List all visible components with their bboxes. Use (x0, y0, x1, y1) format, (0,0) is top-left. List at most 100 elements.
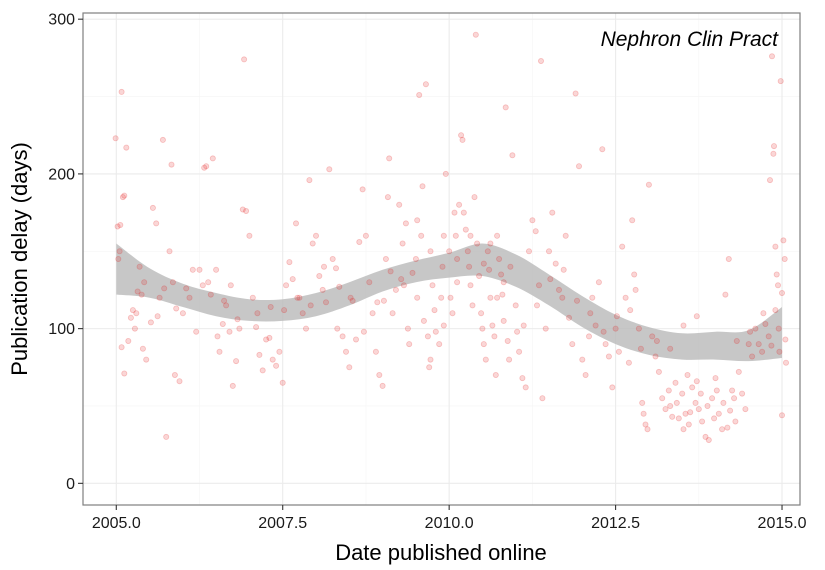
data-point (253, 324, 260, 331)
y-axis: 0 100 200 300 (48, 12, 83, 493)
data-point (269, 356, 276, 363)
data-point (534, 302, 541, 309)
data-point (582, 371, 589, 378)
data-point (693, 378, 700, 385)
data-point (360, 328, 367, 335)
y-tick-label: 200 (48, 166, 75, 183)
data-point (446, 248, 453, 255)
data-point (639, 399, 646, 406)
data-point (196, 266, 203, 273)
data-point (472, 31, 479, 38)
data-point (556, 286, 563, 293)
data-point (640, 410, 647, 417)
data-point (637, 345, 644, 352)
data-point (214, 333, 221, 340)
data-point (615, 348, 622, 355)
data-point (134, 288, 141, 295)
data-point (249, 294, 256, 301)
data-point (692, 399, 699, 406)
data-point (776, 348, 783, 355)
data-point (731, 395, 738, 402)
data-point (141, 279, 148, 286)
data-point (320, 263, 327, 270)
data-point (720, 399, 727, 406)
data-point (547, 276, 554, 283)
data-point (386, 155, 393, 162)
data-point (279, 379, 286, 386)
data-point (183, 285, 190, 292)
data-point (414, 217, 421, 224)
data-point (221, 297, 228, 304)
data-point (532, 228, 539, 235)
data-point (538, 58, 545, 65)
x-tick-label: 2012.5 (591, 515, 640, 532)
y-tick-label: 300 (48, 12, 75, 29)
data-point (125, 337, 132, 344)
data-point (112, 135, 119, 142)
data-point (281, 307, 288, 314)
data-point (536, 282, 543, 289)
data-point (500, 279, 507, 286)
data-point (259, 367, 266, 374)
data-point (653, 337, 660, 344)
data-point (161, 285, 168, 292)
data-point (439, 263, 446, 270)
data-point (203, 163, 210, 170)
data-point (342, 348, 349, 355)
data-point (459, 136, 466, 143)
data-point (702, 433, 709, 440)
data-point (478, 310, 485, 317)
data-point (645, 181, 652, 188)
data-point (352, 336, 359, 343)
data-point (400, 282, 407, 289)
data-point (672, 379, 679, 386)
data-point (153, 220, 160, 227)
data-point (399, 240, 406, 247)
data-point (520, 322, 527, 329)
data-point (436, 341, 443, 348)
data-point (467, 232, 474, 239)
data-point (431, 307, 438, 314)
data-point (406, 341, 413, 348)
data-point (294, 294, 301, 301)
data-point (114, 223, 121, 230)
x-axis-title: Date published online (335, 540, 547, 565)
data-point (519, 375, 526, 382)
data-point (216, 348, 223, 355)
data-point (711, 415, 718, 422)
data-point (498, 271, 505, 278)
data-point (219, 320, 226, 327)
data-point (169, 279, 176, 286)
data-point (572, 90, 579, 97)
data-point (589, 294, 596, 301)
data-point (329, 255, 336, 262)
data-point (254, 310, 261, 317)
data-point (339, 333, 346, 340)
data-point (418, 232, 425, 239)
data-point (402, 220, 409, 227)
data-point (491, 333, 498, 340)
data-point (574, 297, 581, 304)
x-tick-label: 2007.5 (258, 515, 307, 532)
data-point (226, 328, 233, 335)
x-axis: 2005.0 2007.5 2010.0 2012.5 2015.0 (92, 505, 807, 532)
data-point (412, 255, 419, 262)
data-point (207, 291, 214, 298)
data-point (427, 356, 434, 363)
data-point (156, 294, 163, 301)
x-tick-label: 2005.0 (92, 515, 141, 532)
data-point (223, 302, 230, 309)
data-point (234, 316, 241, 323)
data-point (579, 356, 586, 363)
data-point (732, 418, 739, 425)
data-point (689, 384, 696, 391)
data-point (631, 271, 638, 278)
data-point (781, 255, 788, 262)
data-point (267, 303, 274, 310)
data-point (504, 337, 511, 344)
data-point (773, 271, 780, 278)
data-point (480, 260, 487, 267)
data-point (727, 407, 734, 414)
data-point (143, 356, 150, 363)
